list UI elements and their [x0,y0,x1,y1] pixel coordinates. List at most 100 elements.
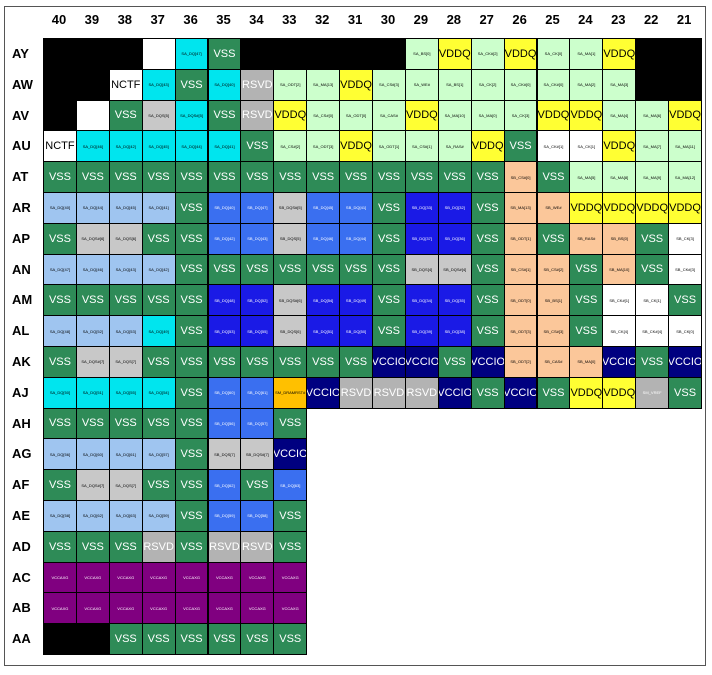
ball-cell: SA_MA[11] [668,130,702,163]
ball-cell: VCCIO [273,438,308,471]
ball-cell [43,38,77,70]
ball-cell: SB_DQ[54] [306,284,341,317]
ball-cell [635,38,670,70]
column-header: 28 [446,12,462,27]
ball-cell: VSS [273,623,308,655]
row-header: AL [12,323,30,339]
ball-cell: VSS [75,407,110,440]
ball-cell: SB_DQ[47] [240,192,275,224]
ball-cell: VSS [536,376,571,409]
ball-cell: SB_DQ[61] [240,376,275,409]
ball-cell: SB_CAS# [536,346,571,378]
ball-cell: SA_MA[2] [569,68,604,101]
ball-cell: VSS [75,284,110,317]
ball-cell: VDDQ [668,192,702,224]
column-header: 22 [643,12,659,27]
ball-cell: SB_CK[3] [668,222,702,255]
ball-cell: SB_DQ[46] [306,222,341,255]
ball-cell: VCCAXG [174,592,209,625]
ball-cell: SB_CK[1] [635,284,670,317]
ball-cell: SB_CK#[4] [635,315,670,347]
ball-cell: SA_DQ[58] [43,500,77,532]
ball-cell: SB_DQ[42] [207,222,242,255]
ball-cell: SA_DQ[43] [108,253,143,286]
ball-cell: VCCAXG [43,561,77,594]
ball-cell: SM_VREF [635,376,670,409]
ball-cell: VSS [569,284,604,317]
ball-cell: SB_DQS[7] [207,438,242,471]
ball-cell: SA_DQ[57] [141,438,176,471]
ball-cell: VDDQ [437,38,472,70]
ball-cell: SA_DQ[44] [75,192,110,224]
ball-cell: SA_MA[9] [635,161,670,193]
ball-cell: VCCAXG [207,561,242,594]
ball-cell: SA_DQ[41] [141,192,176,224]
ball-cell: RSVD [240,99,275,132]
ball-cell: SA_MA[3] [602,68,637,101]
ball-cell: SB_DQ[41] [339,192,373,224]
ball-cell: VSS [470,253,505,286]
ball-cell: VSS [306,161,341,193]
ball-cell: VSS [569,315,604,347]
ball-cell [273,38,308,70]
ball-cell [108,38,143,70]
ball-cell: VSS [372,284,406,317]
ball-cell: VCCAXG [240,561,275,594]
ball-cell: VDDQ [602,192,637,224]
ball-cell: VCCIO [668,346,702,378]
ball-cell: VSS [306,253,341,286]
column-header: 29 [413,12,429,27]
ball-cell: SA_DQ[40] [43,192,77,224]
ball-cell: VSS [207,346,242,378]
column-header: 38 [117,12,133,27]
ball-cell: VSS [470,161,505,193]
ball-cell: SA_ODT[2] [273,68,308,101]
ball-cell: VSS [141,222,176,255]
ball-cell [240,38,275,70]
ball-cell: SB_DQ[59] [207,500,242,532]
ball-cell: SB_ODT[2] [503,346,538,378]
ball-cell: VSS [668,376,702,409]
ball-cell: SA_CS#[0] [306,99,341,132]
ball-cell: VSS [174,500,209,532]
ball-cell: SB_DQ[43] [240,222,275,255]
ball-cell: SA_CS#[2] [273,130,308,163]
column-header: 39 [84,12,100,27]
ball-cell: VSS [273,407,308,440]
ball-cell: VSS [108,284,143,317]
ball-cell: VDDQ [668,99,702,132]
ball-cell: SA_MA[4] [602,99,637,132]
ball-cell: SB_DQ[32] [437,192,472,224]
ball-cell [75,99,110,132]
ball-cell: VDDQ [470,130,505,163]
ball-cell: VSS [108,407,143,440]
ball-cell [75,623,110,655]
ball-cell: VSS [174,253,209,286]
diagram-frame [4,6,706,666]
ball-cell: VSS [306,346,341,378]
ball-cell: VSS [108,530,143,563]
ball-cell: SB_DQ[53] [207,315,242,347]
ball-cell: VCCAXG [75,592,110,625]
ball-cell: SA_DQ[56] [43,438,77,471]
ball-cell: SA_WE# [404,68,439,101]
ball-cell: VCCAXG [240,592,275,625]
ball-cell: VDDQ [602,130,637,163]
ball-cell: SA_DQS[7] [108,346,143,378]
ball-cell: SB_ODT[0] [503,284,538,317]
ball-cell: VSS [372,315,406,347]
ball-cell: SB_DQ[55] [240,315,275,347]
ball-cell: VDDQ [273,99,308,132]
ball-cell: SA_DQ[51] [75,376,110,409]
ball-cell: RSVD [339,376,373,409]
ball-cell: VSS [43,284,77,317]
ball-cell: SB_MA[0] [569,346,604,378]
ball-cell: SA_CK[1] [569,130,604,163]
column-header: 31 [347,12,363,27]
ball-cell [75,38,110,70]
ball-cell: VSS [240,469,275,501]
ball-cell: SA_MA[6] [635,99,670,132]
ball-cell: VSS [372,161,406,193]
ball-cell: SB_DQS#[6] [273,284,308,317]
ball-cell: SA_DQ[59] [141,500,176,532]
